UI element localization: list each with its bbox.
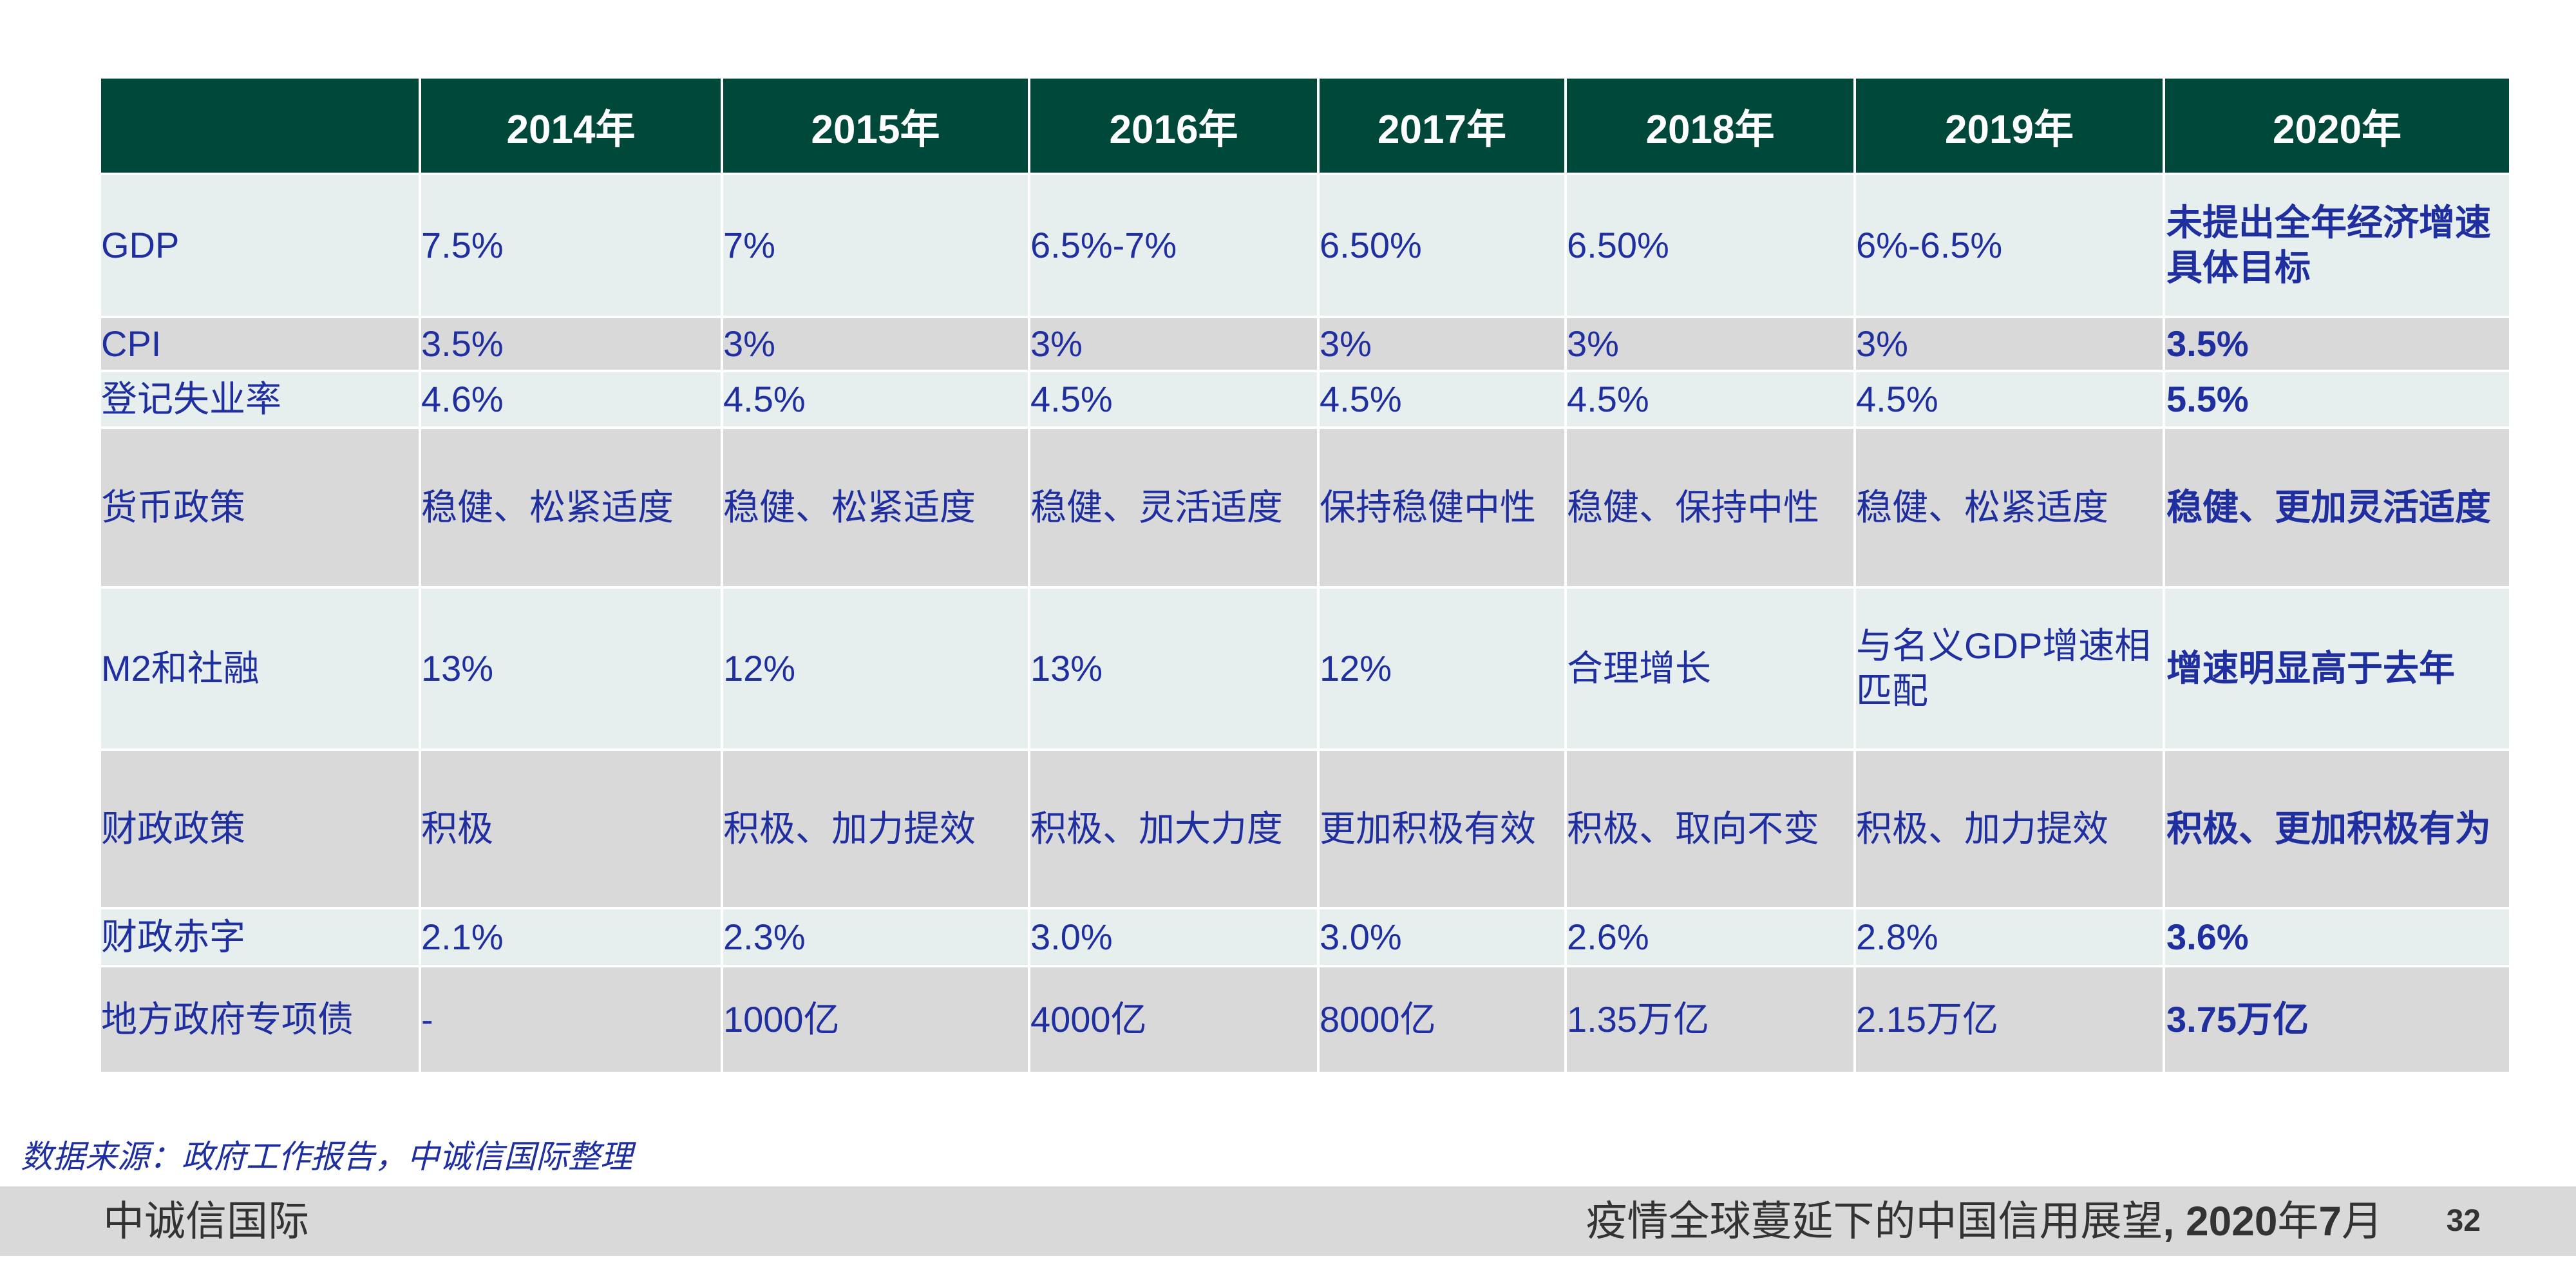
- table-cell: 4.5%: [721, 370, 1030, 429]
- table-cell: 4.6%: [419, 370, 723, 429]
- footer-title-year: 2020: [2186, 1198, 2278, 1244]
- table-cell-2020: 稳健、更加灵活适度: [2163, 426, 2512, 589]
- header-year-2019: 2019年: [1853, 76, 2165, 175]
- header-year-2020: 2020年: [2163, 76, 2512, 175]
- header-year-2015: 2015年: [721, 76, 1030, 175]
- footer-title-text: 疫情全球蔓延下的中国信用展望: [1586, 1198, 2163, 1244]
- table-cell: 3.5%: [419, 316, 723, 372]
- row-label: 登记失业率: [99, 370, 421, 429]
- table-cell: 积极: [419, 748, 723, 909]
- table-cell: 稳健、保持中性: [1564, 426, 1856, 589]
- footer-title-month: 7: [2318, 1198, 2342, 1244]
- table-cell: 12%: [1317, 586, 1567, 751]
- table-cell: 6.50%: [1317, 173, 1567, 318]
- table-cell: 2.8%: [1853, 907, 2165, 967]
- row-label: 财政赤字: [99, 907, 421, 967]
- table-cell: 3.0%: [1317, 907, 1567, 967]
- table-cell-2020: 3.5%: [2163, 316, 2512, 372]
- header-row: 2014年 2015年 2016年 2017年 2018年 2019年 2020…: [99, 76, 2512, 175]
- table-row-m2: M2和社融 13% 12% 13% 12% 合理增长 与名义GDP增速相匹配 增…: [99, 586, 2512, 751]
- table-row-fiscal-deficit: 财政赤字 2.1% 2.3% 3.0% 3.0% 2.6% 2.8% 3.6%: [99, 907, 2512, 967]
- footer-report-title: 疫情全球蔓延下的中国信用展望, 2020年7月: [1586, 1186, 2383, 1256]
- footer-title-month-unit: 月: [2342, 1198, 2383, 1244]
- table-cell: 积极、加力提效: [721, 748, 1030, 909]
- table-cell: 4.5%: [1853, 370, 2165, 429]
- footer-org-name: 中诚信国际: [103, 1198, 309, 1244]
- table-cell: 稳健、松紧适度: [721, 426, 1030, 589]
- table-row-monetary-policy: 货币政策 稳健、松紧适度 稳健、松紧适度 稳健、灵活适度 保持稳健中性 稳健、保…: [99, 426, 2512, 589]
- table-cell: 2.1%: [419, 907, 723, 967]
- table-cell: -: [419, 965, 723, 1074]
- table-cell: 1.35万亿: [1564, 965, 1856, 1074]
- table-cell: 4000亿: [1028, 965, 1320, 1074]
- table-cell: 更加积极有效: [1317, 748, 1567, 909]
- table-cell-2020: 3.75万亿: [2163, 965, 2512, 1074]
- header-year-2014: 2014年: [419, 76, 723, 175]
- row-label: M2和社融: [99, 586, 421, 751]
- table-cell: 4.5%: [1317, 370, 1567, 429]
- table-cell-2020: 积极、更加积极有为: [2163, 748, 2512, 909]
- table-cell: 3%: [1317, 316, 1567, 372]
- table-cell: 稳健、松紧适度: [1853, 426, 2165, 589]
- table-cell: 积极、加大力度: [1028, 748, 1320, 909]
- header-year-2016: 2016年: [1028, 76, 1320, 175]
- page-number: 32: [2446, 1204, 2481, 1238]
- table-row-fiscal-policy: 财政政策 积极 积极、加力提效 积极、加大力度 更加积极有效 积极、取向不变 积…: [99, 748, 2512, 909]
- row-label: GDP: [99, 173, 421, 318]
- table-cell: 3%: [1564, 316, 1856, 372]
- table-row-gdp: GDP 7.5% 7% 6.5%-7% 6.50% 6.50% 6%-6.5% …: [99, 173, 2512, 318]
- table-cell: 与名义GDP增速相匹配: [1853, 586, 2165, 751]
- table-cell: 8000亿: [1317, 965, 1567, 1074]
- table-cell-2020: 5.5%: [2163, 370, 2512, 429]
- table-row-cpi: CPI 3.5% 3% 3% 3% 3% 3% 3.5%: [99, 316, 2512, 372]
- footer-bar: 中诚信国际 疫情全球蔓延下的中国信用展望, 2020年7月 32: [0, 1186, 2576, 1256]
- table-cell: 6.5%-7%: [1028, 173, 1320, 318]
- table-cell-2020: 3.6%: [2163, 907, 2512, 967]
- table-cell: 13%: [419, 586, 723, 751]
- row-label: CPI: [99, 316, 421, 372]
- row-label: 财政政策: [99, 748, 421, 909]
- header-year-2017: 2017年: [1317, 76, 1567, 175]
- table-cell: 7%: [721, 173, 1030, 318]
- table-cell: 3%: [1853, 316, 2165, 372]
- table-cell: 2.3%: [721, 907, 1030, 967]
- table-row-special-bonds: 地方政府专项债 - 1000亿 4000亿 8000亿 1.35万亿 2.15万…: [99, 965, 2512, 1074]
- table-cell: 2.15万亿: [1853, 965, 2165, 1074]
- footer-title-year-unit: 年: [2277, 1198, 2319, 1244]
- header-year-2018: 2018年: [1564, 76, 1856, 175]
- table-cell: 4.5%: [1564, 370, 1856, 429]
- policy-targets-table: 2014年 2015年 2016年 2017年 2018年 2019年 2020…: [99, 76, 2512, 1074]
- table-cell: 13%: [1028, 586, 1320, 751]
- table-cell: 稳健、松紧适度: [419, 426, 723, 589]
- table-cell: 3%: [1028, 316, 1320, 372]
- table-cell: 4.5%: [1028, 370, 1320, 429]
- table-cell: 6%-6.5%: [1853, 173, 2165, 318]
- table-cell: 稳健、灵活适度: [1028, 426, 1320, 589]
- row-label: 货币政策: [99, 426, 421, 589]
- policy-table-container: 2014年 2015年 2016年 2017年 2018年 2019年 2020…: [99, 76, 2512, 1074]
- row-label: 地方政府专项债: [99, 965, 421, 1074]
- table-cell: 3.0%: [1028, 907, 1320, 967]
- table-cell: 7.5%: [419, 173, 723, 318]
- header-corner: [99, 76, 421, 175]
- table-cell: 保持稳健中性: [1317, 426, 1567, 589]
- table-cell: 6.50%: [1564, 173, 1856, 318]
- table-cell: 12%: [721, 586, 1030, 751]
- table-cell: 积极、取向不变: [1564, 748, 1856, 909]
- table-row-unemployment: 登记失业率 4.6% 4.5% 4.5% 4.5% 4.5% 4.5% 5.5%: [99, 370, 2512, 429]
- source-note: 数据来源：政府工作报告，中诚信国际整理: [21, 1139, 632, 1175]
- table-cell: 2.6%: [1564, 907, 1856, 967]
- table-cell: 合理增长: [1564, 586, 1856, 751]
- footer-title-sep: ,: [2163, 1198, 2186, 1244]
- table-cell: 3%: [721, 316, 1030, 372]
- table-cell-2020: 未提出全年经济增速具体目标: [2163, 173, 2512, 318]
- table-cell: 积极、加力提效: [1853, 748, 2165, 909]
- table-cell-2020: 增速明显高于去年: [2163, 586, 2512, 751]
- table-cell: 1000亿: [721, 965, 1030, 1074]
